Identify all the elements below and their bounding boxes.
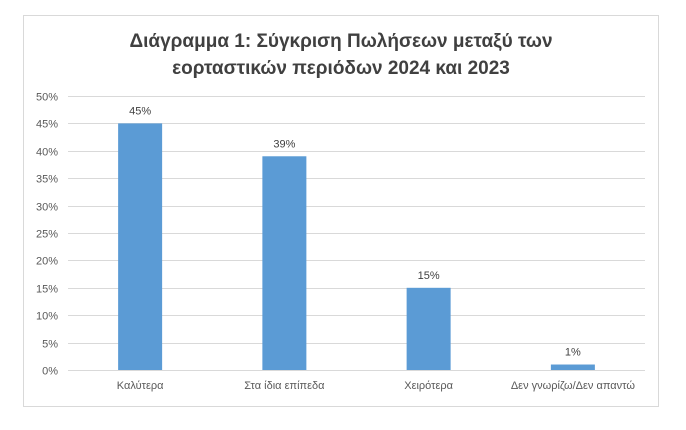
data-label: 15% (418, 270, 440, 282)
y-tick-label: 50% (36, 92, 58, 104)
chart-title: Διάγραμμα 1: Σύγκριση Πωλήσεων μεταξύ τω… (24, 28, 658, 82)
data-labels: 45% 39% 15% 1% (129, 105, 581, 358)
y-tick-label: 0% (42, 366, 58, 378)
y-tick-label: 25% (36, 229, 58, 241)
bar (262, 156, 307, 370)
y-tick-label: 10% (36, 311, 58, 323)
y-tick-label: 40% (36, 147, 58, 159)
x-tick-label: Στα ίδια επίπεδα (244, 380, 325, 392)
chart-title-line-2: εορταστικών περιόδων 2024 και 2023 (172, 58, 510, 79)
bar (406, 287, 451, 370)
y-tick-label: 30% (36, 202, 58, 214)
y-tick-label: 45% (36, 119, 58, 131)
bars (118, 123, 595, 371)
data-label: 45% (129, 105, 151, 117)
bar (118, 123, 163, 371)
x-tick-label: Καλύτερα (117, 380, 164, 392)
y-tick-label: 15% (36, 284, 58, 296)
bar (550, 364, 595, 370)
y-tick-label: 20% (36, 256, 58, 268)
x-axis-ticks: Καλύτερα Στα ίδια επίπεδα Χειρότερα Δεν γνω… (117, 380, 636, 392)
x-tick-label: Χειρότερα (404, 380, 453, 392)
chart-title-line-1: Διάγραμμα 1: Σύγκριση Πωλήσεων μεταξύ τω… (129, 31, 553, 52)
x-tick-label: Δεν γνωρίζω/Δεν απαντώ (511, 380, 636, 392)
data-label: 39% (273, 138, 295, 150)
y-tick-label: 35% (36, 174, 58, 186)
y-axis-ticks: 0% 5% 10% 15% 20% 25% 30% 35% 40% 45% 50% (36, 92, 58, 378)
y-tick-label: 5% (42, 339, 58, 351)
data-label: 1% (565, 347, 581, 359)
gridlines (68, 96, 645, 371)
